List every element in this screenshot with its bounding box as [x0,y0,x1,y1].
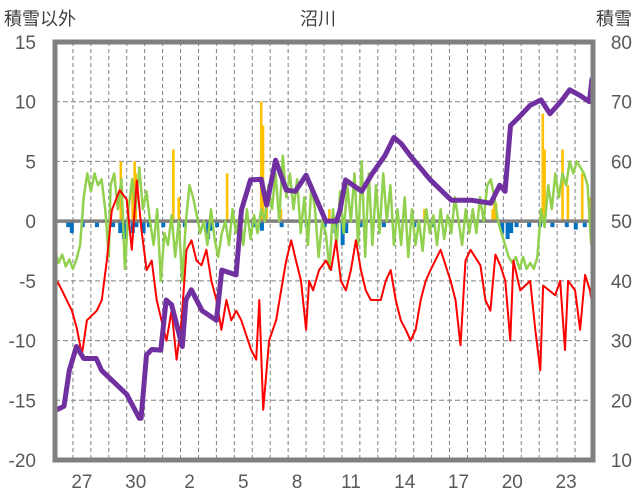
left-tick-label: 5 [25,152,36,173]
orange-bar [541,113,545,222]
blue-bar [527,221,532,228]
blue-bar [514,221,519,228]
blue-bar [279,221,284,228]
blue-bar [215,221,220,228]
blue-bar [509,221,514,234]
orange-bar [580,173,584,222]
blue-bar [161,221,166,228]
blue-bar [381,221,386,228]
x-tick-label: 14 [394,472,416,493]
orange-bar [328,209,331,222]
left-tick-label: 0 [25,212,36,233]
orange-bar [543,149,546,222]
blue-bar [209,221,214,231]
x-tick-label: 30 [125,472,146,493]
orange-bar [259,101,263,222]
orange-bar [131,185,134,222]
blue-bar [505,221,510,240]
plot-frame [52,39,596,463]
orange-bar [566,185,570,222]
x-tick-label: 23 [556,472,577,493]
left-tick-label: -5 [19,272,36,293]
right-tick-label: 40 [611,272,632,293]
green-series-line [53,154,593,283]
red-series-line [56,179,594,411]
right-tick-label: 60 [611,152,632,173]
right-tick-label: 30 [611,332,632,353]
blue-bar [259,221,264,231]
snow-depth-series-line [55,77,595,421]
orange-bar [279,209,283,222]
orange-bar [491,209,494,222]
blue-bar [146,221,151,228]
chart-title: 沼川 [300,9,336,30]
orange-bar [177,197,181,222]
blue-bar [582,221,587,228]
left-tick-label: -15 [9,391,36,412]
x-tick-label: 5 [238,472,249,493]
orange-bar [561,149,564,222]
blue-bar [573,221,578,230]
orange-bar [261,125,265,222]
right-axis-title: 積雪 [596,9,632,30]
blue-bar [550,221,555,228]
x-tick-label: 20 [502,472,523,493]
orange-bar [493,197,496,222]
right-tick-label: 70 [611,93,632,114]
left-tick-label: 15 [15,33,36,54]
blue-bar [111,221,116,228]
blue-bar [322,221,327,228]
x-tick-label: 2 [184,472,195,493]
blue-bar [141,221,146,234]
blue-bar [94,221,99,228]
blue-bar [500,221,505,234]
blue-bar [344,221,349,234]
lines [53,77,595,421]
blue-bar [66,221,71,228]
grid [55,42,593,460]
blue-bar [69,221,74,234]
orange-bar [225,173,229,222]
blue-bar [564,221,569,228]
left-tick-label: 10 [15,93,36,114]
x-tick-label: 17 [448,472,469,493]
x-tick-label: 11 [341,472,361,493]
left-axis-title: 積雪以外 [4,9,76,30]
right-tick-label: 50 [611,212,632,233]
blue-bar [118,221,123,234]
right-tick-label: 80 [611,33,632,54]
blue-bar [134,221,139,228]
right-tick-label: 10 [611,451,632,472]
left-tick-label: -20 [9,451,36,472]
orange-bar [172,149,175,222]
right-tick-label: 20 [611,391,632,412]
x-tick-label: 27 [71,472,92,493]
orange-bar [423,209,426,222]
blue-bar [358,221,363,228]
x-tick-label: 8 [292,472,303,493]
left-tick-label: -10 [9,332,36,353]
